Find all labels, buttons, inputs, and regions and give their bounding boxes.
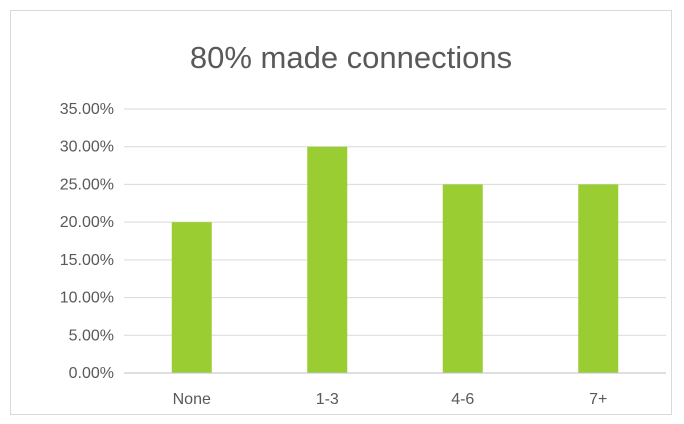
y-tick-label: 5.00% (69, 327, 114, 344)
y-tick-label: 10.00% (60, 290, 114, 307)
y-tick-label: 0.00% (69, 365, 114, 382)
gridlines (124, 108, 666, 336)
x-tick-label: 4-6 (451, 391, 474, 408)
y-tick-label: 15.00% (60, 252, 114, 269)
y-tick-label: 30.00% (60, 139, 114, 156)
chart-title: 80% made connections (190, 40, 512, 75)
y-axis-ticks: 0.00% 5.00% 10.00% 15.00% 20.00% 25.00% 30.00%… (60, 101, 114, 382)
x-tick-label: 7+ (589, 391, 607, 408)
y-tick-label: 25.00% (60, 176, 114, 193)
x-tick-label: 1-3 (316, 391, 339, 408)
bars (171, 146, 619, 373)
x-axis-ticks: None 1-3 4-6 7+ (173, 391, 608, 408)
chart-frame: 80% made connections 0.00% 5.00% 10.00% 15.… (10, 10, 672, 415)
x-tick-label: None (173, 391, 211, 408)
y-tick-label: 20.00% (60, 214, 114, 231)
bar-7+ (578, 184, 619, 373)
bar-4-6 (442, 184, 483, 373)
y-tick-label: 35.00% (60, 101, 114, 118)
bar-None (171, 222, 212, 373)
bar-chart: 80% made connections 0.00% 5.00% 10.00% 15.… (60, 40, 666, 408)
bar-1-3 (307, 146, 348, 373)
